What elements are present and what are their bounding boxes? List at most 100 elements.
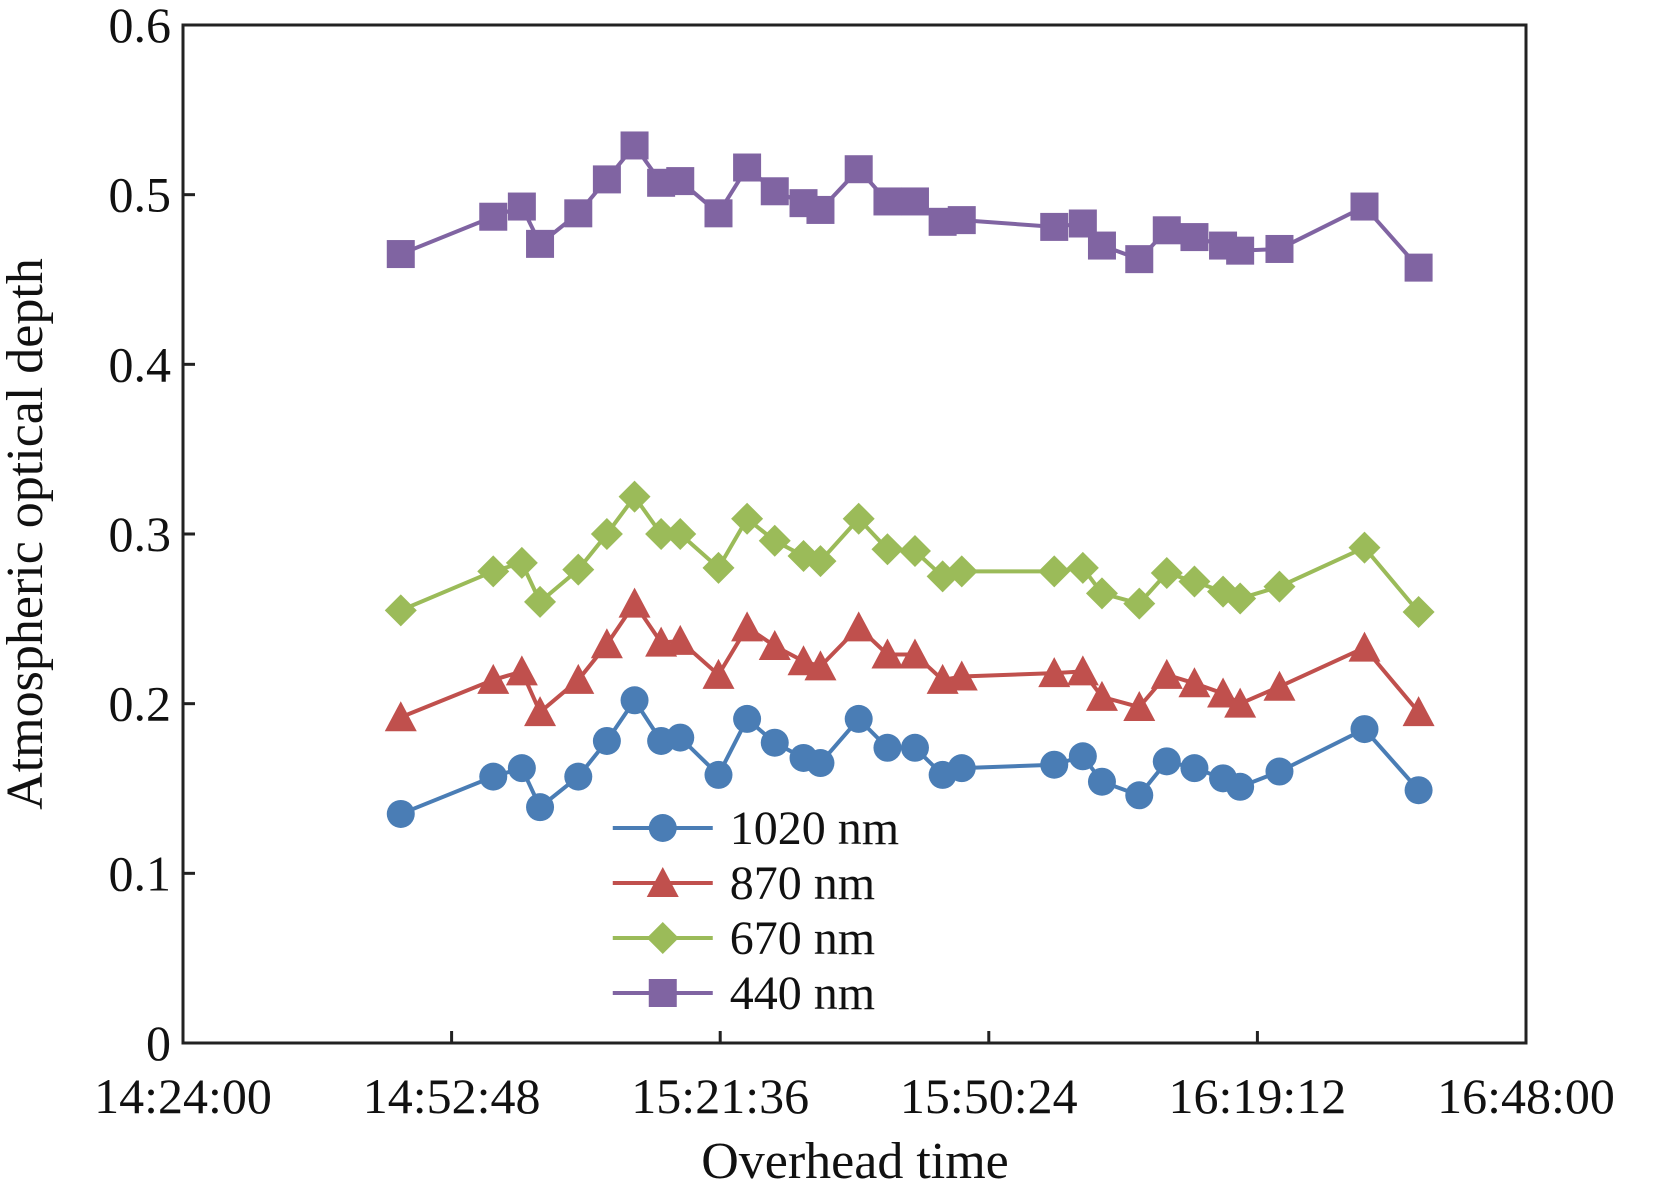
marker <box>758 629 791 660</box>
marker <box>646 867 679 897</box>
marker <box>1123 691 1156 722</box>
x-tick-label: 14:24:00 <box>94 1068 272 1124</box>
marker <box>806 195 835 224</box>
marker <box>873 187 902 216</box>
marker <box>945 555 978 588</box>
marker <box>620 686 649 715</box>
marker <box>592 726 621 755</box>
marker <box>733 704 762 733</box>
marker <box>947 206 976 235</box>
marker <box>526 793 555 822</box>
marker <box>945 660 978 691</box>
marker <box>947 754 976 783</box>
marker <box>1040 750 1069 779</box>
marker <box>1152 747 1181 776</box>
marker <box>590 628 623 659</box>
marker <box>1066 655 1099 686</box>
marker <box>664 518 697 550</box>
marker <box>1085 577 1118 610</box>
marker <box>648 979 677 1007</box>
marker <box>1178 565 1211 598</box>
marker <box>1226 236 1255 265</box>
legend-label: 440 nm <box>730 967 875 1020</box>
marker <box>804 650 837 681</box>
marker <box>1180 754 1209 783</box>
marker <box>1226 772 1255 801</box>
marker <box>590 518 623 550</box>
marker <box>505 546 538 579</box>
marker <box>1040 212 1069 241</box>
marker <box>1178 667 1211 698</box>
marker <box>758 524 791 557</box>
marker <box>1125 245 1154 274</box>
marker <box>384 594 417 627</box>
y-tick-label: 0.1 <box>109 845 172 901</box>
marker <box>1224 687 1257 718</box>
marker <box>731 611 764 642</box>
marker <box>1265 757 1294 786</box>
marker <box>1402 696 1435 727</box>
marker <box>702 551 735 584</box>
marker <box>871 533 904 566</box>
marker <box>592 165 621 194</box>
x-tick-label: 15:21:36 <box>631 1068 809 1124</box>
marker <box>1068 742 1097 771</box>
marker <box>844 704 873 733</box>
marker <box>618 587 651 618</box>
marker <box>1150 557 1183 590</box>
marker <box>479 762 508 791</box>
marker <box>1350 192 1379 221</box>
marker <box>844 155 873 184</box>
marker <box>666 723 695 752</box>
marker <box>1150 658 1183 689</box>
marker <box>1180 223 1209 252</box>
marker <box>1263 670 1296 701</box>
marker <box>842 611 875 642</box>
marker <box>1123 587 1156 620</box>
marker <box>1152 216 1181 245</box>
marker <box>646 922 679 954</box>
marker <box>479 202 508 231</box>
marker <box>524 585 557 618</box>
marker <box>1404 253 1433 282</box>
legend-label: 1020 nm <box>730 802 899 855</box>
marker <box>524 696 557 727</box>
y-tick-label: 0 <box>146 1015 171 1071</box>
marker <box>1263 570 1296 603</box>
marker <box>1125 781 1154 810</box>
marker <box>898 534 931 567</box>
marker <box>1038 657 1071 688</box>
marker <box>704 199 733 228</box>
y-tick-label: 0.5 <box>109 167 172 223</box>
marker <box>1348 631 1381 662</box>
marker <box>1087 767 1116 796</box>
legend-label: 670 nm <box>730 912 875 965</box>
marker <box>666 167 695 196</box>
marker <box>733 153 762 182</box>
marker <box>386 799 415 828</box>
marker <box>1404 776 1433 805</box>
marker <box>760 728 789 757</box>
marker <box>871 638 904 669</box>
marker <box>386 240 415 269</box>
marker <box>384 701 417 732</box>
y-axis-title: Atmospheric optical depth <box>0 258 54 810</box>
marker <box>1066 551 1099 584</box>
x-tick-label: 15:50:24 <box>900 1068 1078 1124</box>
marker <box>898 638 931 669</box>
marker <box>1350 715 1379 744</box>
marker <box>1087 231 1116 260</box>
marker <box>806 749 835 778</box>
marker <box>564 199 593 228</box>
marker <box>1265 234 1294 263</box>
marker <box>842 502 875 535</box>
x-tick-label: 16:48:00 <box>1437 1068 1615 1124</box>
marker <box>526 229 555 258</box>
marker <box>477 663 510 694</box>
y-tick-label: 0.4 <box>109 336 172 392</box>
x-tick-label: 16:19:12 <box>1169 1068 1347 1124</box>
marker <box>1224 582 1257 615</box>
x-tick-label: 14:52:48 <box>363 1068 541 1124</box>
marker <box>505 655 538 686</box>
